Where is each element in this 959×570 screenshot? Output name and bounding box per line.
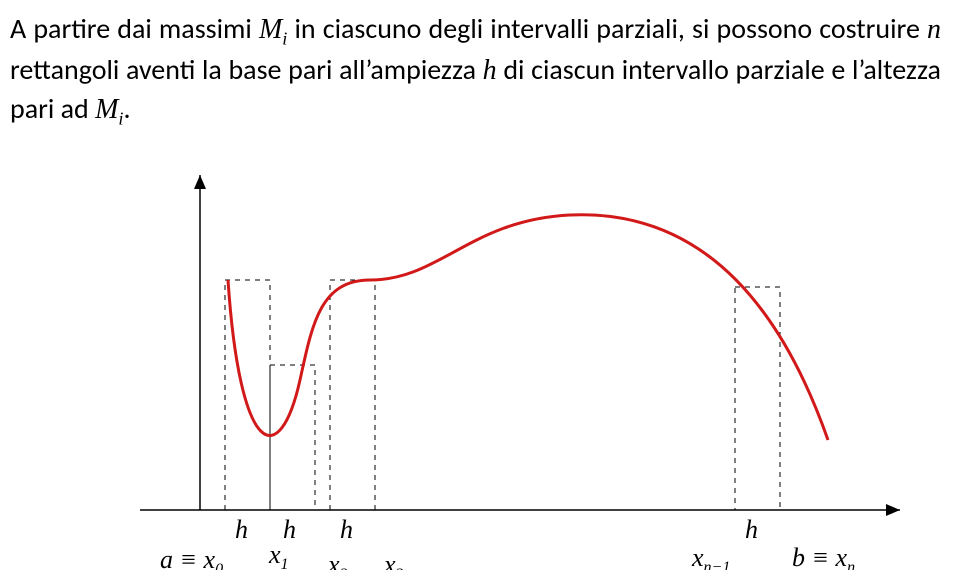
M2: M bbox=[95, 94, 118, 125]
h-label-2: h bbox=[340, 515, 353, 544]
h-var: h bbox=[483, 55, 497, 86]
function-curve bbox=[228, 215, 828, 440]
x-tick-label-0: a ≡ x0 bbox=[160, 545, 223, 570]
n-var: n bbox=[927, 14, 941, 45]
paragraph: A partire dai massimi Mi in ciascuno deg… bbox=[0, 0, 959, 131]
riemann-rect-3 bbox=[735, 287, 780, 510]
riemann-rect-1 bbox=[270, 365, 315, 510]
M: M bbox=[259, 14, 282, 45]
t2: in ciascuno degli intervalli parziali, s… bbox=[287, 11, 709, 46]
y-axis-arrow bbox=[194, 175, 206, 189]
t1: A partire dai massimi bbox=[10, 11, 259, 46]
x-tick-label-3: x3 bbox=[383, 550, 404, 570]
h-label-0: h bbox=[235, 515, 248, 544]
x-tick-label-2: x2 bbox=[327, 550, 348, 570]
t3: possono costruire bbox=[717, 11, 927, 46]
h-label-1: h bbox=[283, 515, 296, 544]
t4: rettangoli aventi la base pari all’ampie… bbox=[10, 52, 476, 87]
integral-figure: h h h h a ≡ x0 x1 x2 x3 xn−1 b ≡ xn bbox=[0, 150, 959, 570]
x-tick-label-1: x1 bbox=[268, 540, 289, 570]
riemann-rect-2 bbox=[330, 280, 375, 510]
h-label-3: h bbox=[745, 515, 758, 544]
t6: . bbox=[123, 91, 130, 126]
x-axis-arrow bbox=[886, 504, 900, 516]
x-tick-label-4: xn−1 bbox=[691, 543, 730, 570]
x-tick-label-5: b ≡ xn bbox=[792, 543, 855, 570]
